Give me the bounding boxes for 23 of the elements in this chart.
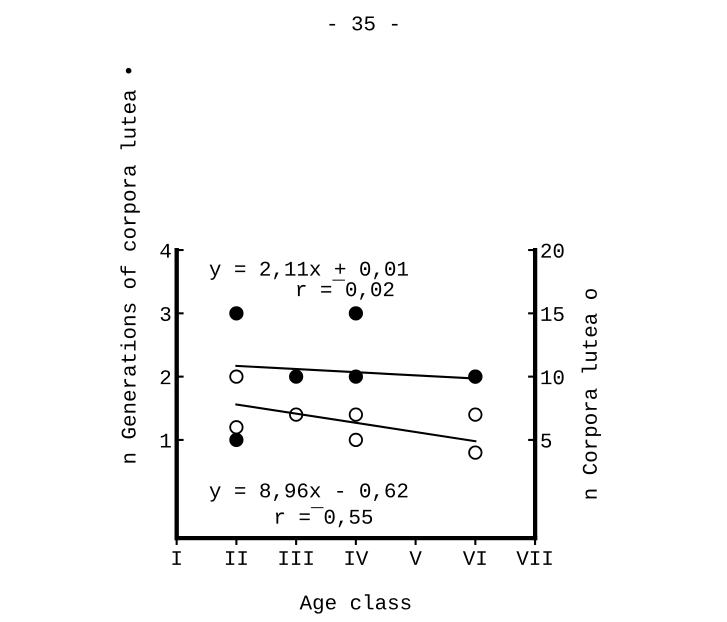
annotation: r =¯0,02 [297, 280, 394, 300]
y2-tick-label: 20 [541, 244, 564, 258]
text: - 35 - [329, 16, 398, 30]
x-axis-title: Age class [300, 594, 410, 614]
y2-tick-label: 15 [541, 307, 564, 322]
y-tick-label: 4 [160, 244, 171, 258]
annotation: y = 2,11x + 0,01 [210, 262, 408, 280]
y2-tick-label: 5 [541, 434, 552, 448]
annotation: y = 8,96x - 0,62 [210, 483, 408, 502]
y2-tick-label: 10 [541, 370, 564, 384]
x-tick-label: V [409, 551, 422, 565]
x-tick-label: II [226, 551, 247, 565]
y2-axis-title: n Corpora lutea o [582, 289, 602, 498]
y-tick-label: 2 [160, 370, 170, 384]
y-tick-label: 3 [160, 306, 170, 322]
y-tick-label: 1 [160, 434, 171, 448]
y-axis-title: n Generations of corpora lutea • [120, 68, 140, 463]
x-tick-label: VI [462, 551, 486, 565]
x-tick-label: VII [516, 551, 552, 565]
annotation: r =¯0,55 [276, 507, 372, 528]
x-tick-label: I [172, 551, 181, 565]
x-tick-label: IV [345, 551, 368, 565]
x-tick-label: III [279, 551, 313, 565]
